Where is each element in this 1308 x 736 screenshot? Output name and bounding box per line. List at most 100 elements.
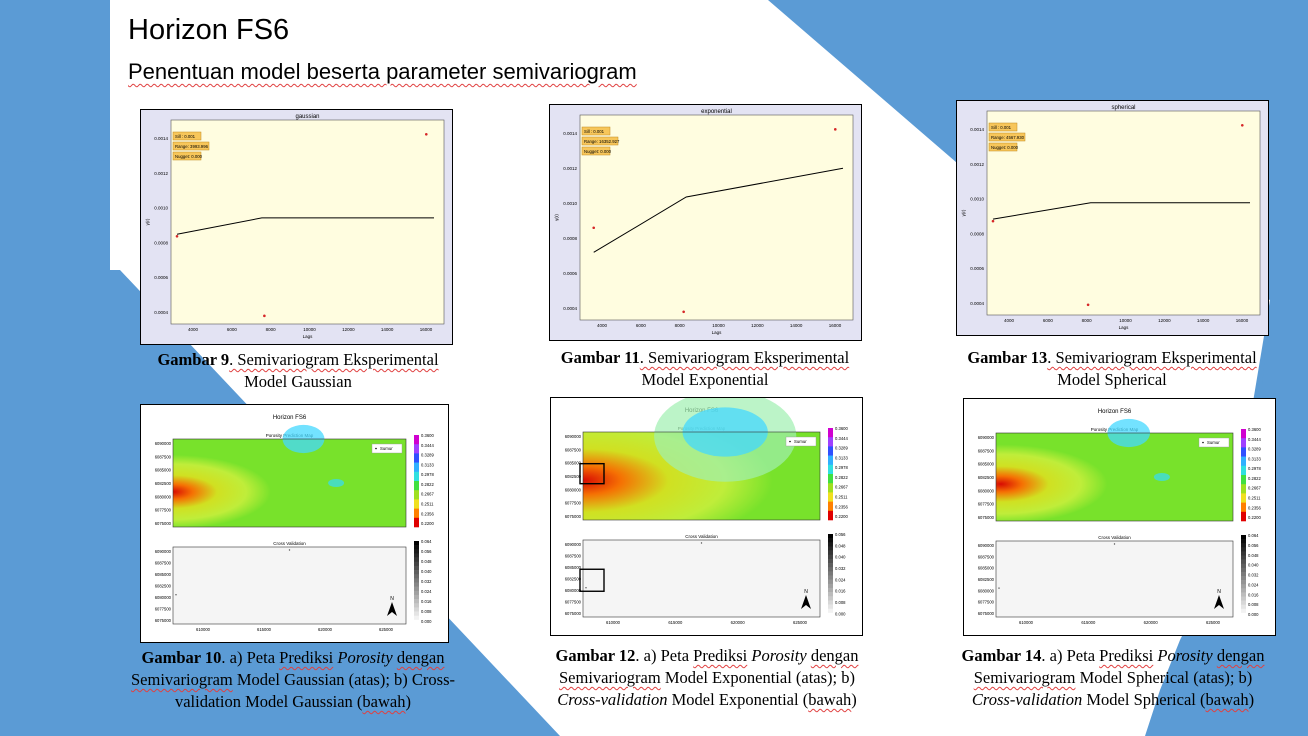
x-tick-label: 12000 bbox=[1158, 318, 1171, 323]
colorbar-tick-label: 0.000 bbox=[1248, 612, 1259, 617]
y-tick-label: 6080000 bbox=[978, 488, 995, 493]
y-tick-label: 0.0010 bbox=[563, 201, 577, 206]
x-tick-label: 6000 bbox=[227, 327, 238, 332]
colorbar-tick-label: 0.056 bbox=[835, 532, 846, 537]
colorbar-tick-label: 0.2200 bbox=[421, 521, 434, 526]
slide-title: Horizon FS6 bbox=[128, 14, 290, 46]
x-axis-label: Lags bbox=[1119, 325, 1130, 330]
y-tick-label: 6077500 bbox=[978, 600, 995, 605]
colorbar-tick-label: 0.2356 bbox=[1248, 505, 1261, 510]
parameter-label: Sill : 0.001 bbox=[991, 125, 1012, 130]
y-tick-label: 6077500 bbox=[155, 607, 172, 612]
colorbar-tick-label: 0.032 bbox=[1248, 573, 1259, 578]
x-tick-label: 14000 bbox=[381, 327, 394, 332]
highlight-box bbox=[579, 568, 605, 592]
parameter-box bbox=[581, 146, 611, 156]
colorbar-tick-label: 0.016 bbox=[1248, 592, 1259, 597]
x-tick-label: 6000 bbox=[1043, 318, 1054, 323]
x-tick-label: 10000 bbox=[712, 323, 725, 328]
x-tick-label: 620000 bbox=[1144, 620, 1159, 625]
colorbar-tick-label: 0.040 bbox=[1248, 563, 1259, 568]
y-tick-label: 6090000 bbox=[978, 435, 995, 440]
y-tick-label: 6075000 bbox=[155, 521, 172, 526]
x-tick-label: 620000 bbox=[318, 627, 333, 632]
y-tick-label: 0.0010 bbox=[154, 206, 168, 211]
colorbar-tick-label: 0.008 bbox=[421, 609, 432, 614]
x-tick-label: 14000 bbox=[1197, 318, 1210, 323]
y-tick-label: 0.0006 bbox=[154, 275, 168, 280]
experimental-point bbox=[682, 310, 685, 314]
x-tick-label: 615000 bbox=[668, 620, 683, 625]
cross-validation-title: Cross Validation bbox=[273, 541, 306, 546]
y-tick-label: 6085000 bbox=[565, 565, 582, 570]
colorbar-tick-label: 0.000 bbox=[421, 619, 432, 624]
y-tick-label: 6080000 bbox=[155, 595, 172, 600]
legend-label: Sumur bbox=[1207, 440, 1220, 445]
parameter-box bbox=[172, 131, 202, 141]
semivariogram-spherical-panel: spherical 0.0004 0.0006 0.0008 0.0010 0.0012 0… bbox=[956, 100, 1269, 336]
x-tick-label: 4000 bbox=[1004, 318, 1015, 323]
y-tick-label: 0.0014 bbox=[154, 136, 168, 141]
colorbar-tick-label: 0.2200 bbox=[1248, 515, 1261, 520]
y-tick-label: 0.0012 bbox=[970, 162, 984, 167]
plot-title: exponential bbox=[701, 109, 732, 115]
colorbar-tick-label: 0.3600 bbox=[835, 426, 848, 431]
y-tick-label: 6075000 bbox=[978, 611, 995, 616]
parameter-box bbox=[988, 132, 1026, 142]
colorbar-tick-label: 0.2511 bbox=[421, 502, 434, 507]
top-left-corner-shape bbox=[0, 0, 110, 162]
parameter-label: Nugget: 0.000 bbox=[584, 149, 612, 154]
x-tick-label: 16000 bbox=[829, 323, 842, 328]
experimental-point bbox=[1086, 303, 1090, 307]
y-tick-label: 6077500 bbox=[155, 508, 172, 513]
y-tick-label: 6090000 bbox=[155, 441, 172, 446]
y-tick-label: 6090000 bbox=[565, 542, 582, 547]
y-tick-label: 6075000 bbox=[155, 618, 172, 623]
semivariogram-exponential-panel: exponential 0.0004 0.0006 0.0008 0.0010 0.001… bbox=[549, 104, 862, 341]
colorbar-tick-label: 0.008 bbox=[835, 600, 846, 605]
y-tick-label: 0.0004 bbox=[154, 310, 168, 315]
cross-validation-map bbox=[995, 540, 1234, 618]
colorbar-tick-label: 0.2667 bbox=[835, 485, 848, 490]
colorbar-tick-label: 0.2822 bbox=[835, 475, 848, 480]
colorbar-tick-label: 0.048 bbox=[835, 543, 846, 548]
x-tick-label: 8000 bbox=[1082, 318, 1093, 323]
x-axis-label: Lags bbox=[712, 330, 723, 335]
cross-validation-title: Cross Validation bbox=[685, 534, 718, 539]
colorbar-tick-label: 0.048 bbox=[421, 559, 432, 564]
colorbar-tick-label: 0.3133 bbox=[421, 462, 434, 467]
y-tick-label: 6075000 bbox=[565, 611, 582, 616]
y-tick-label: 0.0006 bbox=[563, 271, 577, 276]
y-tick-label: 0.0010 bbox=[970, 197, 984, 202]
x-tick-label: 10000 bbox=[1119, 318, 1132, 323]
parameter-box bbox=[988, 142, 1018, 152]
y-tick-label: 6090000 bbox=[978, 543, 995, 548]
map-figure-title: Horizon FS6 bbox=[1098, 409, 1132, 415]
y-axis-label: γ(r) bbox=[961, 209, 966, 216]
plot-area bbox=[579, 114, 854, 321]
y-tick-label: 0.0008 bbox=[563, 236, 577, 241]
plot-title: gaussian bbox=[295, 114, 319, 120]
x-tick-label: 625000 bbox=[793, 620, 808, 625]
experimental-point bbox=[1240, 123, 1244, 127]
colorbar-tick-label: 0.040 bbox=[421, 569, 432, 574]
y-tick-label: 6087500 bbox=[978, 448, 995, 453]
colorbar-tick-label: 0.032 bbox=[421, 579, 432, 584]
cross-validation-title: Cross Validation bbox=[1098, 535, 1131, 540]
x-tick-label: 10000 bbox=[303, 327, 316, 332]
highlight-box bbox=[579, 462, 605, 485]
y-tick-label: 6087500 bbox=[565, 554, 582, 559]
y-tick-label: 6087500 bbox=[155, 561, 172, 566]
y-tick-label: 6090000 bbox=[565, 434, 582, 439]
colorbar-tick-label: 0.2667 bbox=[421, 492, 434, 497]
y-tick-label: 0.0004 bbox=[970, 301, 984, 306]
north-arrow-icon bbox=[387, 602, 397, 616]
colorbar-tick-label: 0.2978 bbox=[421, 472, 434, 477]
caption-gambar-9: Gambar 9. Semivariogram Eksperimental Mo… bbox=[157, 350, 439, 391]
y-tick-label: 6082500 bbox=[155, 584, 172, 589]
y-tick-label: 6087500 bbox=[978, 554, 995, 559]
colorbar-tick-label: 0.2822 bbox=[421, 482, 434, 487]
plot-area bbox=[170, 119, 445, 325]
y-tick-label: 0.0014 bbox=[970, 127, 984, 132]
